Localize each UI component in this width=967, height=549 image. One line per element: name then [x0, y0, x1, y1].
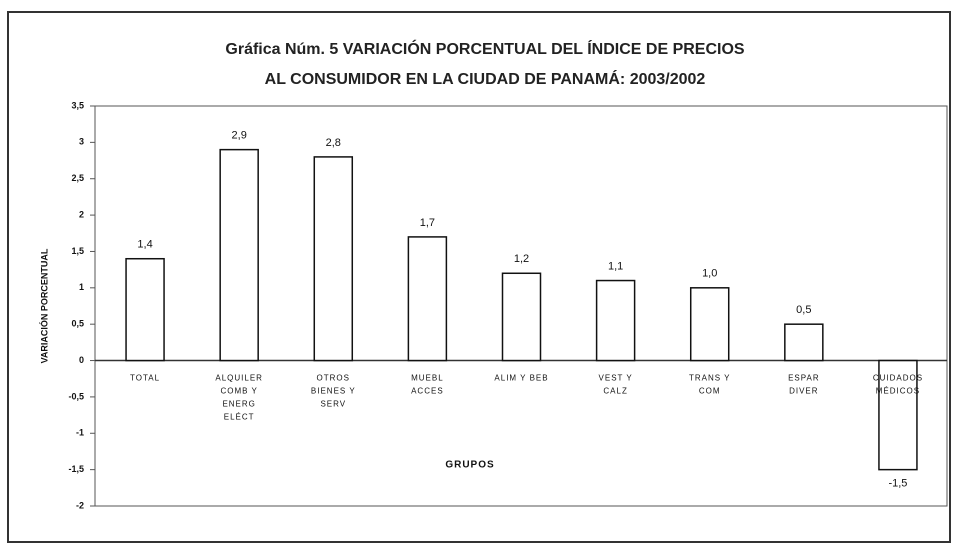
value-label: 1,0: [702, 268, 717, 280]
chart-title: Gráfica Núm. 5 VARIACIÓN PORCENTUAL DEL …: [225, 39, 745, 58]
y-tick-label: 0: [79, 355, 84, 365]
y-tick-label: -2: [76, 500, 84, 510]
x-tick-label: MUEBL: [411, 374, 444, 383]
y-tick-label: 0,5: [71, 319, 84, 329]
y-tick-label: 3,5: [71, 100, 84, 110]
x-tick-label: MÉDICOS: [876, 387, 920, 396]
bar: [595, 279, 636, 362]
value-label: -1,5: [888, 478, 907, 490]
x-tick-label: ESPAR: [788, 374, 820, 383]
x-tick-label: TRANS Y: [689, 374, 731, 383]
x-tick-label: CALZ: [603, 387, 627, 396]
chart-subtitle: AL CONSUMIDOR EN LA CIUDAD DE PANAMÁ: 20…: [265, 69, 706, 88]
frame: [7, 11, 951, 543]
y-tick-label: 2,5: [71, 173, 84, 183]
y-tick-label: -1,5: [68, 464, 84, 474]
y-tick-label: 3: [79, 137, 84, 147]
y-tick-label: -0,5: [68, 391, 84, 401]
bar: [501, 272, 542, 362]
y-tick-label: 1,5: [71, 246, 84, 256]
x-tick-label: ENERG: [222, 400, 255, 409]
x-tick-label: ALIM Y BEB: [494, 374, 548, 383]
x-tick-label: SERV: [320, 400, 346, 409]
x-tick-label: ALQUILER: [215, 374, 263, 383]
bar: [407, 236, 448, 362]
plot-area: [94, 105, 948, 507]
bar: [219, 148, 259, 362]
x-tick-label: OTROS: [317, 374, 350, 383]
x-axis-label: GRUPOS: [445, 460, 494, 471]
x-tick-label: ELÉCT: [224, 413, 255, 422]
y-tick-label: 2: [79, 209, 84, 219]
bar: [784, 323, 824, 362]
bar: [689, 287, 730, 362]
x-tick-label: COMB Y: [220, 387, 257, 396]
x-tick-label: DIVER: [789, 387, 818, 396]
x-tick-label: CUIDADOS: [873, 374, 923, 383]
bar: [878, 359, 918, 471]
bar: [125, 257, 165, 362]
x-tick-label: VEST Y: [599, 374, 633, 383]
y-tick-label: 1: [79, 282, 84, 292]
x-tick-label: ACCES: [411, 387, 444, 396]
bar: [313, 156, 354, 362]
x-tick-label: TOTAL: [130, 374, 160, 383]
value-label: 0,5: [796, 304, 811, 316]
x-tick-label: BIENES Y: [311, 387, 356, 396]
y-tick-label: -1: [76, 428, 84, 438]
value-label: 2,9: [232, 130, 247, 142]
value-label: 1,4: [137, 239, 152, 251]
value-label: 1,7: [420, 217, 435, 229]
y-axis-label: VARIACIÓN PORCENTUAL: [38, 248, 49, 363]
x-tick-label: COM: [699, 387, 721, 396]
value-label: 1,1: [608, 260, 623, 272]
value-label: 1,2: [514, 253, 529, 265]
value-label: 2,8: [326, 137, 341, 149]
